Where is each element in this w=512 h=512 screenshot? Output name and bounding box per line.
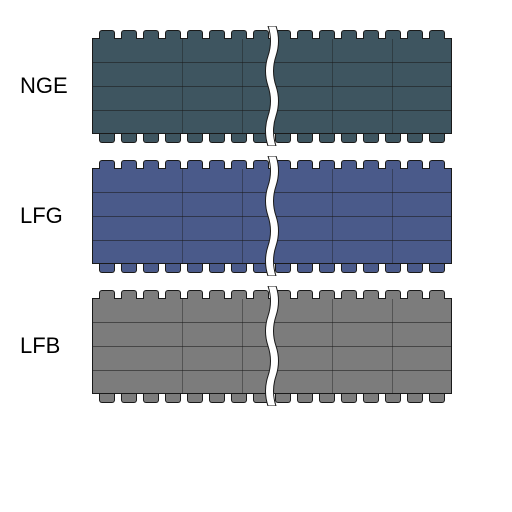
belt-diagram: NGE LFG LFB xyxy=(0,0,512,432)
belt-label: NGE xyxy=(20,73,80,99)
belt-row-lfb: LFB xyxy=(20,290,472,402)
belt-graphic-lfg xyxy=(92,160,452,272)
belt-graphic-lfb xyxy=(92,290,452,402)
belt-label: LFB xyxy=(20,333,80,359)
belt-graphic-nge xyxy=(92,30,452,142)
belt-row-lfg: LFG xyxy=(20,160,472,272)
belt-row-nge: NGE xyxy=(20,30,472,142)
belt-label: LFG xyxy=(20,203,80,229)
